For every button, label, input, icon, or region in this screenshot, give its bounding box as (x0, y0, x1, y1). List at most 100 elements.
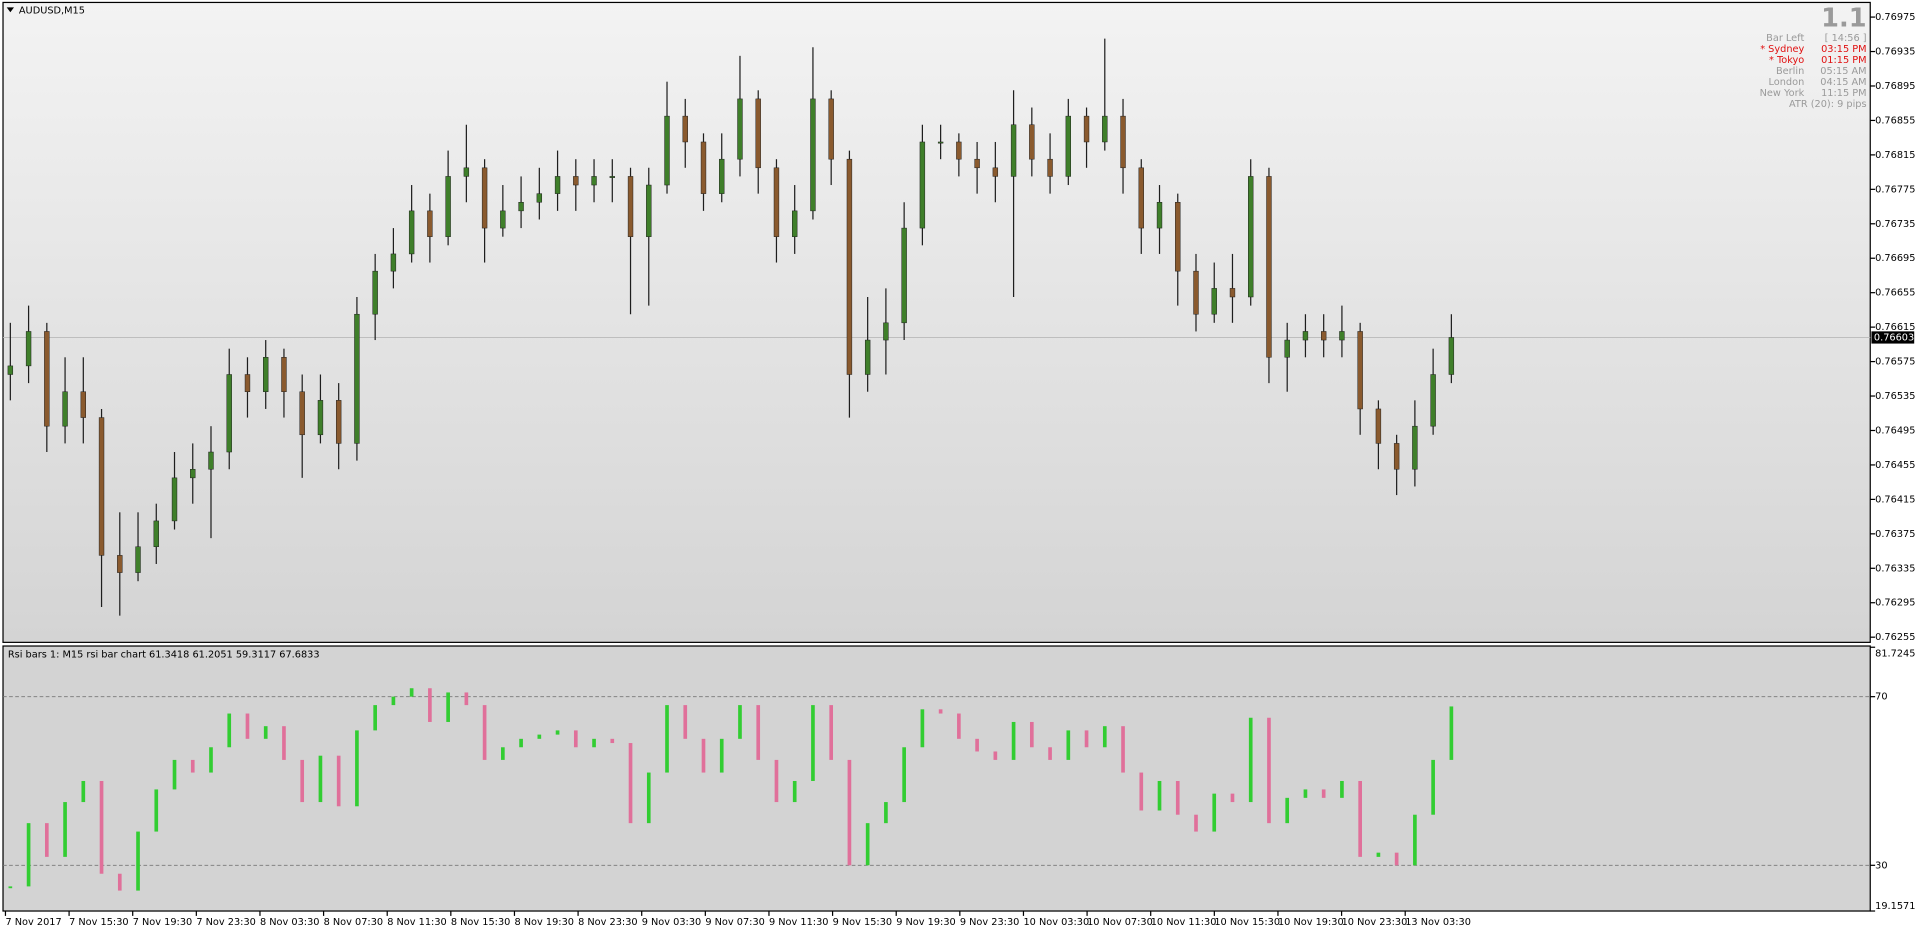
candle-body (810, 98, 816, 212)
x-tick-label: 10 Nov 19:30 (1278, 917, 1344, 928)
candle-body (1430, 374, 1436, 427)
candle-body (80, 391, 86, 418)
rsi-bar (573, 730, 578, 748)
rsi-bar (190, 759, 195, 773)
candle-body (263, 357, 269, 392)
x-tick-label: 9 Nov 23:30 (960, 917, 1020, 928)
x-tick-label: 8 Nov 19:30 (514, 917, 574, 928)
rsi-bar (1139, 772, 1144, 811)
rsi-bar (117, 873, 122, 891)
rsi-bar (172, 759, 177, 790)
candle-body (719, 158, 725, 194)
clock-value: 11:15 PM (1821, 88, 1867, 99)
candle-body (682, 115, 688, 143)
rsi-bar (1340, 780, 1344, 798)
y-tick-label: 0.76815 (1875, 150, 1915, 161)
candle-body (281, 357, 287, 392)
candle-body (937, 141, 944, 144)
candle-body (974, 158, 980, 169)
rsi-bar (975, 738, 979, 752)
rsi-bar (44, 823, 49, 857)
rsi-bar (1194, 814, 1198, 832)
rsi-bar (646, 772, 651, 824)
rsi-bar (829, 705, 834, 760)
y-tick-label: 70 (1875, 692, 1887, 703)
candle-body (773, 167, 780, 237)
rsi-bar (227, 713, 232, 748)
rsi-bar (792, 780, 797, 803)
candle-body (1375, 408, 1382, 444)
candle-body (609, 176, 615, 178)
candle-body (1211, 288, 1217, 315)
rsi-bar (99, 780, 104, 874)
rsi-bar (318, 755, 323, 803)
x-tick-label: 9 Nov 07:30 (705, 917, 765, 928)
candle-body (627, 176, 634, 237)
rsi-bar (1011, 721, 1016, 760)
candle-body (208, 451, 214, 470)
candle-body (1156, 202, 1163, 229)
candle-body (98, 417, 105, 556)
x-tick-label: 8 Nov 07:30 (324, 917, 384, 928)
rsi-bar (902, 747, 906, 803)
y-tick-label: 0.76255 (1875, 632, 1915, 643)
candle-body (755, 98, 761, 169)
y-tick-label: 0.76535 (1875, 391, 1915, 402)
atr-label: ATR (20): 9 pips (1789, 99, 1867, 110)
rsi-bar (993, 751, 998, 760)
candle-body (1302, 331, 1309, 341)
clock-value: 04:15 AM (1820, 77, 1866, 88)
rsi-bar (209, 747, 213, 773)
y-tick-label: 0.76735 (1875, 219, 1915, 230)
candle-body (354, 313, 360, 444)
rsi-bar (1285, 797, 1290, 824)
y-tick-label: 0.76375 (1875, 529, 1915, 540)
candle-body (1083, 115, 1090, 143)
clock-label: * Tokyo (1769, 55, 1804, 66)
candle-body (664, 115, 670, 186)
rsi-bar (464, 692, 469, 706)
y-tick-label: 0.76935 (1875, 47, 1915, 58)
rsi-bar (519, 738, 523, 748)
rsi-bar (1121, 726, 1125, 773)
y-tick-label: 0.76575 (1875, 357, 1915, 368)
rsi-bar (610, 738, 615, 744)
candle-body (190, 468, 196, 479)
candle-body (1448, 337, 1455, 375)
rsi-bar (1303, 789, 1308, 798)
rsi-bar (1267, 717, 1271, 824)
rsi-bar (920, 709, 925, 748)
rsi-bar (1230, 793, 1235, 803)
candle-body (299, 391, 305, 436)
rsi-bar (847, 759, 852, 866)
y-tick-label: 0.76295 (1875, 598, 1915, 609)
clock-label: London (1769, 77, 1805, 88)
x-tick-label: 7 Nov 23:30 (196, 917, 256, 928)
rsi-bar (482, 705, 487, 760)
candle-body (7, 365, 14, 375)
rsi-bar (884, 802, 888, 824)
rsi-bar (1358, 780, 1362, 857)
rsi-bar (263, 726, 268, 739)
rsi-bar (1175, 780, 1180, 815)
rsi-bar (8, 886, 13, 889)
candle-body (171, 477, 178, 522)
y-tick-label: 0.76335 (1875, 563, 1915, 574)
candle-body (1047, 158, 1053, 177)
candle-body (864, 339, 871, 375)
candle-body (335, 400, 342, 444)
rsi-bar (683, 705, 688, 739)
rsi-bar (355, 730, 359, 807)
candle-body (792, 210, 798, 237)
y-tick-label: 0.76855 (1875, 115, 1915, 126)
rsi-bar (1157, 780, 1162, 811)
indicator-title: Rsi bars 1: M15 rsi bar chart 61.3418 61… (8, 650, 320, 661)
x-tick-label: 9 Nov 15:30 (833, 917, 893, 928)
rsi-bar (592, 738, 596, 748)
candle-body (1193, 270, 1199, 315)
candle-body (554, 176, 561, 194)
x-tick-label: 10 Nov 23:30 (1342, 917, 1408, 928)
rsi-bar (391, 696, 396, 706)
x-tick-label: 9 Nov 11:30 (769, 917, 829, 928)
